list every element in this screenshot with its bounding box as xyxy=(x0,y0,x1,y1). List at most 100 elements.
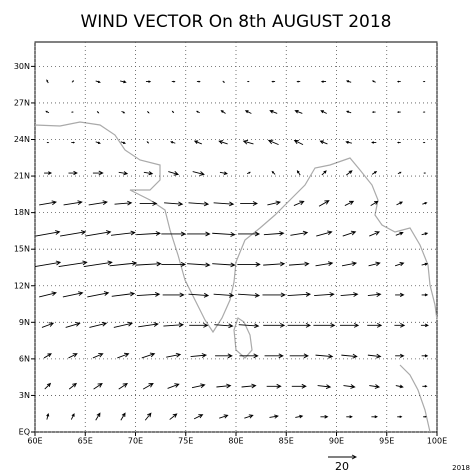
wind-vector xyxy=(345,170,353,176)
wind-vector xyxy=(196,80,201,83)
wind-vector xyxy=(136,231,161,236)
wind-vector xyxy=(238,323,260,329)
wind-vector xyxy=(68,382,77,390)
y-tick-label: 12N xyxy=(14,281,30,290)
wind-vector xyxy=(43,353,52,359)
wind-vector xyxy=(267,139,279,146)
wind-vector xyxy=(296,80,301,83)
wind-vector xyxy=(371,111,376,114)
wind-vector xyxy=(46,412,50,420)
wind-vector xyxy=(421,262,429,266)
wind-vector xyxy=(34,260,62,267)
wind-vector xyxy=(423,415,427,418)
x-tick-label: 90E xyxy=(329,437,344,446)
wind-vector xyxy=(70,413,75,420)
wind-vector xyxy=(215,353,233,359)
wind-vector xyxy=(271,80,276,83)
wind-vector xyxy=(114,200,133,206)
wind-vector xyxy=(367,353,382,359)
x-tick-label: 60E xyxy=(27,437,42,446)
wind-vector xyxy=(371,415,378,419)
wind-vector xyxy=(263,261,286,267)
wind-vector xyxy=(320,110,327,114)
wind-vector xyxy=(111,291,136,297)
wind-vector xyxy=(291,383,307,389)
wind-vector xyxy=(163,322,184,328)
wind-vector xyxy=(83,260,113,267)
wind-vector xyxy=(290,230,309,236)
y-tick-label: 3N xyxy=(19,391,30,400)
wind-vector xyxy=(293,200,305,206)
wind-vector xyxy=(396,111,401,114)
wind-vector xyxy=(44,382,52,390)
wind-vector xyxy=(87,291,110,298)
wind-vector xyxy=(319,140,328,145)
wind-vector xyxy=(187,231,211,237)
wind-vector xyxy=(295,414,304,419)
wind-vector xyxy=(289,353,309,359)
wind-vector xyxy=(422,111,426,113)
wind-vector xyxy=(343,384,356,389)
wind-vector xyxy=(213,292,235,298)
wind-vector xyxy=(60,230,87,237)
wind-vector xyxy=(288,261,310,267)
wind-vector xyxy=(189,322,209,328)
wind-vector xyxy=(96,111,100,114)
wind-vector xyxy=(95,141,101,144)
wind-vector xyxy=(139,201,158,206)
wind-vector xyxy=(164,201,184,207)
wind-vector xyxy=(187,262,211,268)
wind-vector xyxy=(120,80,127,84)
wind-vector xyxy=(316,230,333,237)
wind-vector xyxy=(345,140,352,144)
wind-vector xyxy=(237,262,261,267)
wind-vector xyxy=(238,292,261,298)
wind-vector xyxy=(161,231,187,237)
wind-vector xyxy=(88,200,108,206)
wind-vector xyxy=(71,80,75,83)
wind-vector xyxy=(212,232,236,237)
wind-vector xyxy=(109,261,138,267)
wind-vector xyxy=(246,80,250,83)
wind-vector xyxy=(117,352,130,359)
wind-vector xyxy=(146,141,150,144)
wind-vector xyxy=(423,172,427,174)
wind-vector xyxy=(162,292,185,298)
x-tick-label: 100E xyxy=(427,437,447,446)
wind-vector xyxy=(320,414,329,419)
wind-vector xyxy=(196,110,200,114)
wind-vector xyxy=(421,232,429,236)
wind-vector xyxy=(267,200,281,206)
wind-vector xyxy=(263,231,285,236)
wind-vector xyxy=(321,170,327,176)
x-tick-label: 80E xyxy=(228,437,243,446)
wind-vector xyxy=(370,200,379,206)
wind-vector xyxy=(45,110,50,114)
wind-vector xyxy=(89,321,108,328)
wind-vector xyxy=(320,80,327,83)
wind-vector xyxy=(70,111,74,113)
wind-vector xyxy=(271,170,276,175)
wind-vector xyxy=(421,293,429,297)
wind-vector xyxy=(193,140,202,145)
wind-vector xyxy=(422,80,426,83)
wind-vector xyxy=(367,292,382,297)
wind-vector xyxy=(58,260,88,267)
wind-vector xyxy=(85,230,112,237)
wind-vector xyxy=(396,141,401,144)
wind-vector xyxy=(142,382,154,390)
wind-vector xyxy=(296,170,301,176)
wind-vector xyxy=(190,353,208,358)
wind-vector xyxy=(143,171,154,176)
wind-vector xyxy=(46,141,50,144)
wind-vector xyxy=(41,322,55,328)
wind-vector xyxy=(144,412,152,421)
wind-vector xyxy=(339,322,360,328)
y-tick-label: 30N xyxy=(14,62,30,71)
coast-malaysia xyxy=(399,364,431,433)
wind-vector xyxy=(218,140,228,145)
wind-vector xyxy=(396,80,401,83)
wind-vector xyxy=(395,292,405,297)
wind-vector xyxy=(118,382,128,390)
wind-vector xyxy=(39,291,57,298)
